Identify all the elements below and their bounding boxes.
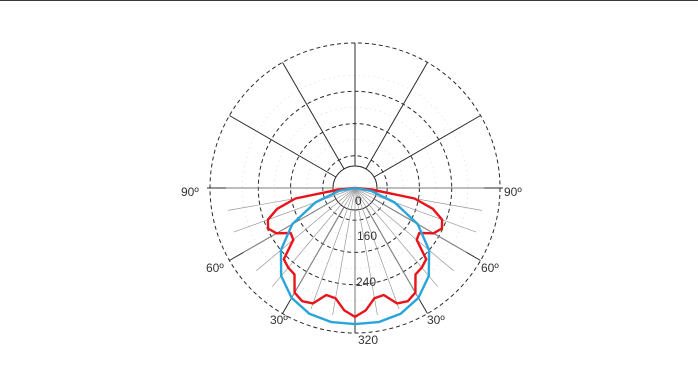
angle-label-right-60: 60º bbox=[481, 261, 499, 275]
series-line-2 bbox=[279, 186, 431, 326]
fan-spoke bbox=[354, 187, 378, 315]
fan-spoke bbox=[354, 187, 454, 272]
fan-spoke bbox=[354, 187, 400, 310]
fan-spoke bbox=[256, 187, 356, 272]
fan-spoke bbox=[354, 187, 439, 287]
grid-spoke bbox=[282, 62, 345, 170]
angle-label-left-90: 90º bbox=[181, 185, 199, 199]
grid-spoke bbox=[229, 115, 337, 178]
radial-tick-label-0: 0 bbox=[355, 194, 362, 208]
angle-label-left-60: 60º bbox=[206, 261, 224, 275]
fan-spoke bbox=[354, 187, 467, 253]
angle-label-right-30: 30º bbox=[427, 313, 445, 327]
fan-spoke bbox=[228, 187, 356, 211]
fan-spoke bbox=[243, 187, 356, 253]
radial-tick-label-320: 320 bbox=[358, 333, 378, 347]
top-divider bbox=[0, 0, 698, 1]
grid-spoke bbox=[373, 115, 481, 178]
fan-spoke bbox=[271, 187, 356, 287]
fan-spoke bbox=[233, 187, 356, 233]
fan-spoke bbox=[354, 187, 482, 211]
angle-label-right-90: 90º bbox=[504, 185, 522, 199]
fan-spoke bbox=[332, 187, 356, 315]
radial-tick-label-240: 240 bbox=[356, 275, 376, 289]
fan-spoke bbox=[354, 187, 477, 233]
labels: 90º 90º 60º 60º 30º 30º 0 160 240 320 bbox=[181, 185, 522, 347]
spoke-fan bbox=[226, 187, 484, 317]
series-lines bbox=[266, 186, 444, 326]
grid-spoke bbox=[365, 62, 428, 170]
radial-tick-label-160: 160 bbox=[357, 229, 377, 243]
series-line-1 bbox=[266, 186, 444, 319]
angle-label-left-30: 30º bbox=[270, 313, 288, 327]
fan-spoke bbox=[310, 187, 356, 310]
fan-spoke bbox=[354, 187, 420, 300]
fan-spoke bbox=[290, 187, 356, 300]
